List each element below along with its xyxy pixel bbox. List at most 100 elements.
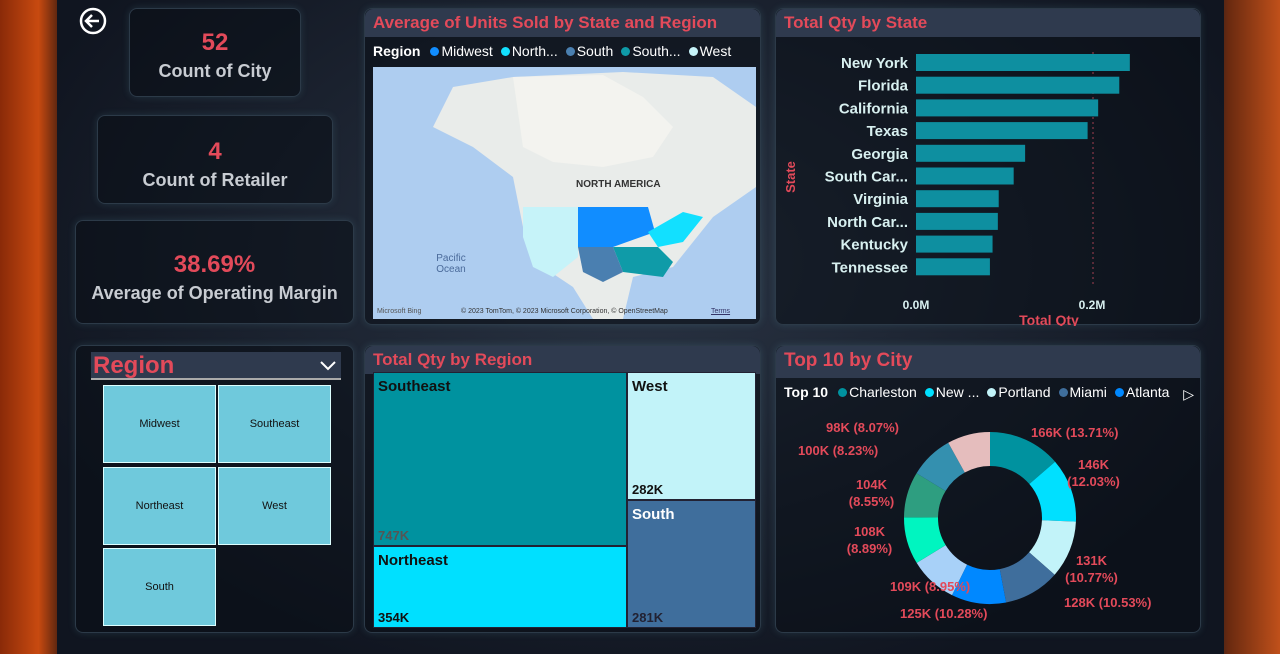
legend-dot-icon (1058, 388, 1068, 397)
treemap-southeast[interactable]: Southeast 747K (373, 372, 627, 546)
donut-slice[interactable] (1029, 461, 1076, 522)
legend-dot-icon (430, 47, 440, 56)
bar[interactable] (916, 258, 990, 276)
region-midwest[interactable] (578, 207, 655, 247)
bar[interactable] (916, 190, 999, 208)
kpi-operating-margin: 38.69% Average of Operating Margin (75, 220, 354, 324)
donut-slice[interactable] (916, 545, 968, 596)
donut-data-label: 100K (8.23%) (798, 443, 879, 458)
legend-next-icon[interactable]: ▷ (1183, 386, 1194, 402)
tile-label: South (632, 506, 675, 523)
slicer-item-midwest[interactable]: Midwest (103, 385, 216, 463)
legend-dot-icon (987, 388, 997, 397)
legend-item[interactable]: Atlanta (1111, 384, 1170, 400)
slicer-item-west[interactable]: West (218, 467, 331, 545)
legend-dot-icon (565, 47, 575, 56)
x-tick-label: 0.0M (903, 298, 930, 312)
legend-item[interactable]: North... (497, 43, 558, 59)
legend-item[interactable]: Portland (983, 384, 1051, 400)
bar[interactable] (916, 212, 998, 230)
treemap-south[interactable]: South 281K (627, 500, 756, 628)
bar[interactable] (916, 54, 1130, 71)
kpi-label: Average of Operating Margin (91, 283, 338, 303)
bar-category-label: Texas (867, 123, 908, 140)
legend-label: Atlanta (1125, 384, 1170, 400)
slicer-header[interactable]: Region (91, 352, 341, 380)
donut-data-label: 166K (13.71%) (1031, 425, 1119, 440)
treemap-title: Total Qty by Region (365, 346, 760, 374)
donut-legend: Top 10 Charleston New ... Portland Miami Atla… (776, 378, 1200, 406)
legend-item[interactable]: New ... (921, 384, 979, 400)
legend-label: North... (511, 43, 558, 59)
tile-value: 747K (378, 528, 410, 543)
bar-category-label: South Car... (825, 169, 908, 186)
terms-link[interactable]: Terms (711, 308, 731, 315)
donut-data-label: 131K (10.77%) (1065, 553, 1118, 585)
donut-slice[interactable] (904, 517, 946, 563)
map-credits: © 2023 TomTom, © 2023 Microsoft Corporat… (461, 308, 668, 315)
map-title: Average of Units Sold by State and Regio… (365, 9, 760, 37)
legend-item[interactable]: Miami (1055, 384, 1107, 400)
kpi-label: Count of City (158, 61, 272, 81)
donut-slice[interactable] (990, 432, 1056, 485)
kpi-value: 52 (201, 29, 229, 56)
bar[interactable] (916, 99, 1099, 117)
donut-slice[interactable] (952, 564, 1007, 604)
bar[interactable] (916, 144, 1026, 162)
map-legend: Region Midwest North... South South... West (365, 37, 760, 65)
legend-item[interactable]: South... (617, 43, 681, 59)
legend-dot-icon (500, 47, 510, 56)
bar-chart-visual: Total Qty by State New York Florida Califo… (775, 8, 1201, 326)
region-northeast[interactable] (648, 212, 703, 247)
legend-item[interactable]: West (685, 43, 731, 59)
region-south[interactable] (578, 247, 623, 282)
donut-slice[interactable] (948, 432, 990, 473)
bar[interactable] (916, 167, 1014, 185)
bar-chart: New York Florida California Texas Georgia Sou… (783, 52, 1130, 326)
bar[interactable] (916, 122, 1088, 140)
donut-data-label: 98K (8.07%) (826, 420, 899, 435)
slicer-item-northeast[interactable]: Northeast (103, 467, 216, 545)
x-axis-title: Total Qty (1019, 312, 1079, 326)
donut-visual: Top 10 by City Top 10 Charleston New ... Po… (775, 345, 1201, 633)
region-west[interactable] (523, 207, 578, 277)
kpi-value: 38.69% (173, 251, 256, 278)
legend-dot-icon (688, 47, 698, 56)
bar-category-label: California (839, 100, 909, 117)
legend-item[interactable]: Charleston (834, 384, 917, 400)
kpi-count-city: 52 Count of City (129, 8, 301, 97)
slicer-item-south[interactable]: South (103, 548, 216, 626)
donut-data-label: 108K (8.89%) (846, 524, 893, 556)
tile-value: 282K (632, 482, 664, 497)
bar-category-label: Florida (858, 78, 909, 95)
donut-data-label: 128K (10.53%) (1064, 595, 1152, 610)
legend-title: Top 10 (784, 384, 829, 400)
bar[interactable] (916, 235, 993, 253)
region-southeast[interactable] (613, 247, 673, 277)
kpi-value: 4 (208, 138, 222, 165)
kpi-label: Count of Retailer (142, 170, 288, 190)
legend-label: South... (632, 43, 681, 59)
donut-data-label: 125K (10.28%) (900, 606, 988, 621)
tile-value: 281K (632, 610, 664, 625)
treemap-northeast[interactable]: Northeast 354K (373, 546, 627, 628)
back-button[interactable] (79, 7, 107, 35)
bar-category-label: Kentucky (840, 237, 908, 254)
map-area[interactable]: NORTH AMERICA Pacific Ocean Microsoft Bi… (373, 67, 756, 319)
donut-slice[interactable] (904, 473, 946, 518)
donut-slice[interactable] (999, 552, 1055, 603)
slicer-item-southeast[interactable]: Southeast (218, 385, 331, 463)
y-axis-title: State (783, 161, 798, 193)
donut-slice[interactable] (1029, 520, 1076, 575)
legend-dot-icon (838, 388, 848, 397)
chevron-down-icon[interactable] (319, 360, 337, 372)
donut-slice[interactable] (916, 442, 965, 491)
tile-label: Northeast (378, 552, 449, 569)
bar[interactable] (916, 76, 1120, 94)
legend-item[interactable]: South (562, 43, 613, 59)
bar-category-label: Tennessee (832, 259, 908, 276)
donut-chart (904, 432, 1076, 604)
tile-value: 354K (378, 610, 410, 625)
legend-item[interactable]: Midwest (426, 43, 493, 59)
treemap-west[interactable]: West 282K (627, 372, 756, 500)
